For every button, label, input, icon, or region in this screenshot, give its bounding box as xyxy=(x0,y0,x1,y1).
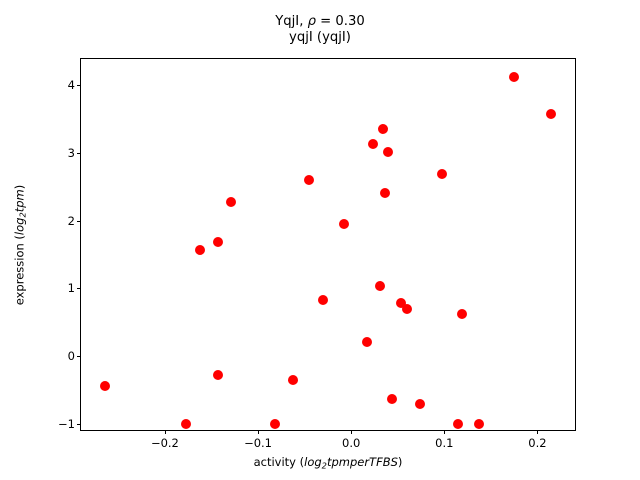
y-axis-label: expression (log2tpm) xyxy=(12,184,27,305)
data-point xyxy=(367,139,378,150)
x-axis-tick-label: −0.2 xyxy=(150,436,179,450)
y-axis-tick xyxy=(77,85,81,87)
y-axis-tick-label: 0 xyxy=(67,349,75,364)
data-point xyxy=(304,175,315,186)
data-point xyxy=(318,294,329,305)
data-point xyxy=(213,370,223,381)
data-point xyxy=(415,399,426,410)
x-axis-tick-label: −0.1 xyxy=(244,436,273,450)
chart-subtitle: yqjI (yqjI) xyxy=(289,30,351,46)
chart-title-gene: YqjI, xyxy=(275,14,304,29)
data-point xyxy=(375,280,386,291)
plot-axes: −0.2 −0.1 0.0 0.1 0.2 −1 0 1 2 3 4 xyxy=(58,58,576,450)
x-axis-tick xyxy=(537,430,539,434)
data-point xyxy=(377,123,388,134)
data-point xyxy=(545,109,556,120)
data-point xyxy=(338,219,349,230)
x-axis-tick xyxy=(351,430,353,434)
y-axis-tick xyxy=(77,220,81,222)
y-axis-tick-label: 1 xyxy=(67,281,75,296)
y-axis-label-math-sub: 2 xyxy=(17,211,28,218)
x-axis-label-math-rest: tpmperTFBS xyxy=(326,455,398,469)
data-point xyxy=(269,418,280,429)
data-point xyxy=(402,304,413,315)
y-axis-label-suffix: ) xyxy=(12,184,27,189)
data-point xyxy=(396,297,407,308)
x-axis-tick xyxy=(258,430,260,434)
data-point xyxy=(226,196,237,207)
data-point xyxy=(379,187,390,198)
data-point xyxy=(287,374,298,385)
y-axis-tick-label: −1 xyxy=(58,416,75,431)
rho-value: 0.30 xyxy=(335,14,365,29)
data-point xyxy=(100,380,111,391)
y-axis-label-math-rest: tpm xyxy=(12,188,27,212)
rho-equals: = xyxy=(315,14,336,29)
data-point xyxy=(382,146,393,157)
y-axis-label-wrapper: expression (log2tpm) xyxy=(12,58,28,431)
y-axis-tick xyxy=(77,356,81,358)
data-point xyxy=(453,418,464,429)
data-point xyxy=(181,418,192,429)
data-point xyxy=(509,72,520,83)
x-axis-label: activity (log2tpmperTFBS) xyxy=(80,455,576,470)
x-axis-label-math-base: log xyxy=(304,455,322,469)
data-point xyxy=(457,309,468,320)
x-axis-tick-label: 0.2 xyxy=(528,436,547,450)
y-axis-label-prefix: expression ( xyxy=(12,234,27,305)
x-axis-tick-label: 0.0 xyxy=(342,436,361,450)
data-point xyxy=(195,244,206,255)
x-axis-tick-label: 0.1 xyxy=(435,436,454,450)
y-axis-tick-label: 3 xyxy=(67,145,75,160)
chart-title-block: YqjI, ρ = 0.30 yqjI (yqjI) xyxy=(0,14,640,46)
x-axis-tick xyxy=(164,430,166,434)
data-point xyxy=(213,237,223,248)
plot-data-area xyxy=(81,59,575,430)
data-point xyxy=(387,393,398,404)
x-axis-label-math-sub: 2 xyxy=(321,460,327,471)
x-axis-tick xyxy=(444,430,446,434)
chart-title: YqjI, ρ = 0.30 xyxy=(0,14,640,30)
data-point xyxy=(473,418,484,429)
y-axis-label-math-base: log xyxy=(12,217,27,235)
y-axis-tick xyxy=(77,152,81,154)
x-axis-label-suffix: ) xyxy=(397,455,403,469)
y-axis-tick xyxy=(77,423,81,425)
data-point xyxy=(437,168,448,179)
rho-symbol: ρ xyxy=(307,14,316,29)
data-point xyxy=(362,336,373,347)
y-axis-tick-label: 4 xyxy=(67,78,75,93)
y-axis-tick-label: 2 xyxy=(67,213,75,228)
y-axis-tick xyxy=(77,288,81,290)
x-axis-label-prefix: activity ( xyxy=(253,455,305,469)
